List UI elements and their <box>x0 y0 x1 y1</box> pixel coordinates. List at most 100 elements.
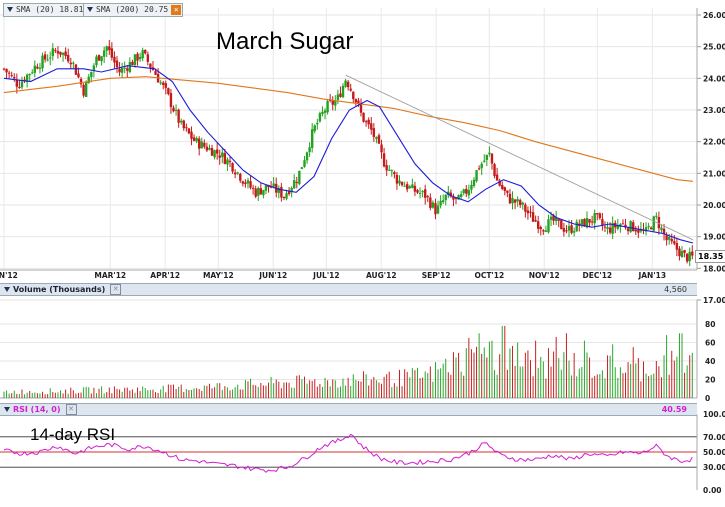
candle-body <box>611 222 614 234</box>
candle-body <box>257 188 260 196</box>
candle-body <box>226 159 229 165</box>
dropdown-triangle-icon <box>7 7 13 12</box>
candle-body <box>498 180 501 186</box>
candle-body <box>665 235 668 241</box>
x-tick-label: JUL'12 <box>312 271 339 280</box>
candle-body <box>126 68 129 71</box>
candle-body <box>162 82 165 85</box>
candle-body <box>120 68 124 73</box>
x-tick-label: DEC'12 <box>583 271 613 280</box>
dropdown-triangle-icon[interactable] <box>4 407 10 412</box>
close-icon[interactable]: ✕ <box>110 284 122 295</box>
candle-body <box>149 63 152 68</box>
candle-body <box>174 109 178 111</box>
candle-body <box>290 187 293 193</box>
candle-body <box>629 221 632 232</box>
candle-body <box>493 164 496 177</box>
candle-body <box>318 113 322 122</box>
candle-body <box>110 48 114 58</box>
candle-body <box>305 152 309 161</box>
x-tick-label: JUN'12 <box>258 271 287 280</box>
candle-body <box>385 165 388 171</box>
candle-body <box>43 54 47 60</box>
candle-body <box>660 227 663 231</box>
candle-body <box>400 182 404 186</box>
candle-body <box>465 188 468 194</box>
candle-body <box>454 197 458 199</box>
candle-body <box>359 104 363 113</box>
candle-body <box>626 228 630 232</box>
candle-body <box>56 50 60 54</box>
candle-body <box>159 82 162 84</box>
candle-body <box>180 120 183 123</box>
candle-body <box>588 219 591 223</box>
candle-body <box>426 196 429 198</box>
candle-body <box>441 200 445 202</box>
candle-body <box>616 225 620 229</box>
candle-body <box>483 160 486 162</box>
candle-body <box>624 224 627 228</box>
candle-body <box>323 110 327 113</box>
volume-last-value: 4,560 <box>664 285 687 294</box>
close-icon[interactable]: ✕ <box>65 404 77 415</box>
candle-body <box>10 75 13 77</box>
candle-body <box>390 170 394 172</box>
price-y-tick-label: 25.00 <box>703 43 725 52</box>
candle-body <box>572 231 576 233</box>
candle-body <box>326 101 329 113</box>
x-tick-label: APR'12 <box>150 271 180 280</box>
candle-body <box>192 137 196 141</box>
close-icon[interactable]: ✕ <box>171 5 182 15</box>
candle-body <box>54 50 57 52</box>
candle-body <box>244 182 247 185</box>
candle-body <box>488 152 491 155</box>
rsi-annotation: 14-day RSI <box>30 425 116 444</box>
candle-body <box>308 147 311 153</box>
rsi-panel-header: RSI (14, 0) ✕ 40.59 <box>0 403 697 416</box>
candle-body <box>382 153 386 167</box>
candle-body <box>503 187 507 191</box>
candle-body <box>28 73 31 76</box>
candle-body <box>429 197 432 208</box>
price-y-tick-label: 22.00 <box>703 138 725 147</box>
candle-body <box>38 67 42 69</box>
x-tick-label: MAY'12 <box>203 271 234 280</box>
candle-body <box>662 228 666 234</box>
candle-body <box>608 227 612 233</box>
x-tick-label: MAR'12 <box>94 271 126 280</box>
candle-body <box>190 131 193 139</box>
candle-body <box>406 184 409 190</box>
candle-body <box>352 91 355 100</box>
candle-body <box>295 181 298 183</box>
candle-body <box>377 135 381 144</box>
candle-body <box>580 219 584 225</box>
candle-body <box>621 223 625 225</box>
legend-sma200[interactable]: SMA (200) 20.75 ✕ <box>83 3 184 17</box>
candle-body <box>542 230 545 232</box>
candle-body <box>249 181 252 188</box>
candle-body <box>549 216 553 220</box>
volume-y-tick-label: 40 <box>705 357 715 366</box>
candle-body <box>513 199 517 203</box>
candle-body <box>313 125 316 132</box>
candle-body <box>416 190 419 193</box>
candle-body <box>683 250 686 253</box>
candle-body <box>246 180 250 184</box>
candle-body <box>413 185 417 192</box>
candle-body <box>449 192 453 197</box>
candle-body <box>403 185 406 187</box>
candle-body <box>213 150 216 158</box>
candle-body <box>138 56 142 60</box>
candle-body <box>436 205 440 214</box>
candle-body <box>262 189 265 196</box>
candle-body <box>105 46 108 51</box>
dropdown-triangle-icon[interactable] <box>4 287 10 292</box>
candle-body <box>115 60 119 68</box>
candle-body <box>596 213 599 215</box>
candle-body <box>362 112 365 122</box>
rsi-y-tick-label: 50.00 <box>703 448 725 457</box>
candle-body <box>205 146 209 151</box>
candle-body <box>634 229 637 232</box>
volume-y-tick-label: 20 <box>705 376 715 385</box>
candle-body <box>7 72 11 74</box>
